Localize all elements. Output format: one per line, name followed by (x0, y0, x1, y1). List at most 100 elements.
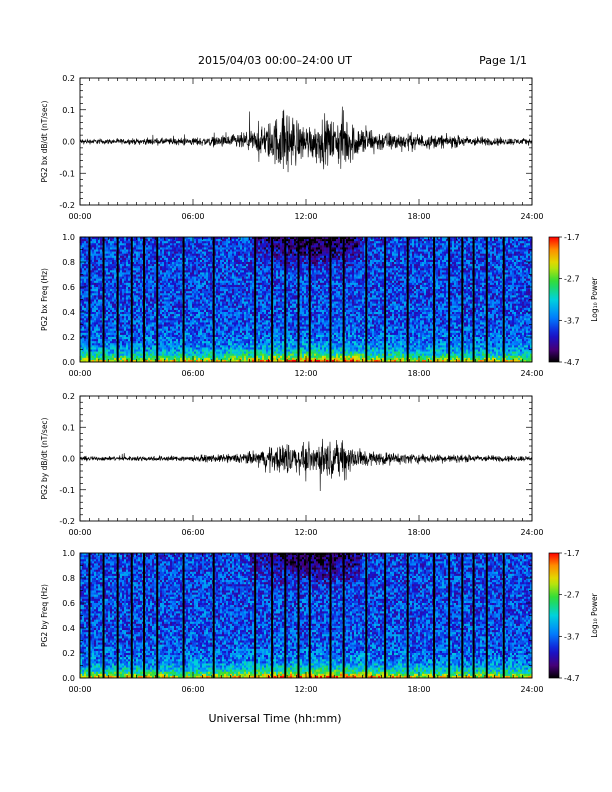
heatmap-cell (204, 251, 207, 254)
heatmap-cell (84, 237, 87, 240)
heatmap-cell (154, 320, 157, 323)
heatmap-cell (170, 249, 173, 252)
heatmap-cell (202, 291, 205, 294)
heatmap-cell (162, 278, 165, 282)
heatmap-cell (220, 276, 223, 279)
heatmap-cell (184, 262, 187, 265)
heatmap-cell (180, 330, 183, 334)
heatmap-cell (122, 297, 125, 300)
heatmap-cell (184, 318, 187, 321)
heatmap-cell (178, 328, 181, 332)
heatmap-cell (160, 284, 163, 288)
heatmap-cell (170, 262, 173, 265)
heatmap-cell (240, 299, 243, 302)
heatmap-cell (120, 309, 123, 313)
heatmap-cell (226, 297, 229, 300)
heatmap-cell (132, 316, 135, 319)
heatmap-cell (192, 293, 195, 296)
heatmap-cell (208, 289, 211, 292)
heatmap-cell (118, 251, 121, 254)
heatmap-cell (224, 345, 227, 348)
heatmap-cell (86, 272, 89, 275)
heatmap-cell (118, 301, 121, 304)
heatmap-cell (194, 334, 197, 338)
heatmap-cell (200, 314, 203, 317)
heatmap-cell (216, 251, 219, 254)
heatmap-cell (174, 328, 177, 332)
heatmap-cell (90, 259, 93, 263)
heatmap-cell (96, 324, 99, 327)
heatmap-cell (162, 334, 165, 338)
heatmap-cell (180, 341, 183, 344)
heatmap-cell (106, 341, 109, 344)
heatmap-cell (84, 293, 87, 296)
heatmap-cell (114, 330, 117, 334)
heatmap-cell (98, 259, 101, 263)
heatmap-cell (188, 318, 191, 321)
heatmap-cell (82, 357, 85, 361)
heatmap-cell (240, 280, 243, 284)
heatmap-cell (112, 259, 115, 263)
heatmap-cell (228, 255, 231, 259)
heatmap-cell (148, 257, 151, 261)
heatmap-cell (96, 312, 99, 315)
heatmap-cell (238, 270, 241, 273)
heatmap-cell (218, 268, 221, 271)
heatmap-cell (236, 324, 239, 327)
heatmap-cell (178, 316, 181, 319)
heatmap-cell (86, 345, 89, 348)
heatmap-cell (96, 289, 99, 292)
heatmap-cell (194, 332, 197, 336)
heatmap-cell (138, 266, 141, 269)
heatmap-cell (174, 349, 177, 352)
heatmap-cell (172, 330, 175, 334)
heatmap-cell (112, 334, 115, 338)
heatmap-cell (100, 247, 103, 250)
heatmap-cell (86, 357, 89, 361)
heatmap-cell (188, 339, 191, 342)
heatmap-cell (208, 278, 211, 282)
heatmap-cell (94, 351, 97, 354)
heatmap-cell (80, 272, 83, 275)
heatmap-cell (224, 312, 227, 315)
heatmap-cell (82, 345, 85, 348)
heatmap-cell (198, 351, 201, 354)
heatmap-cell (82, 247, 85, 250)
heatmap-cell (96, 293, 99, 296)
heatmap-cell (80, 303, 83, 307)
heatmap-cell (136, 289, 139, 292)
heatmap-cell (90, 262, 93, 265)
heatmap-cell (160, 276, 163, 279)
heatmap-cell (162, 291, 165, 294)
heatmap-cell (236, 301, 239, 304)
heatmap-cell (210, 351, 213, 354)
heatmap-cell (198, 299, 201, 302)
heatmap-cell (114, 343, 117, 346)
heatmap-cell (124, 341, 127, 344)
heatmap-cell (216, 280, 219, 284)
heatmap-cell (192, 341, 195, 344)
heatmap-cell (218, 259, 221, 263)
heatmap-cell (234, 293, 237, 296)
heatmap-cell (166, 328, 169, 332)
heatmap-cell (164, 320, 167, 323)
heatmap-cell (176, 272, 179, 275)
heatmap-cell (104, 349, 107, 352)
heatmap-cell (238, 326, 241, 329)
heatmap-cell (144, 270, 147, 273)
heatmap-cell (120, 316, 123, 319)
heatmap-cell (134, 351, 137, 354)
heatmap-cell (216, 339, 219, 342)
heatmap-cell (80, 243, 83, 246)
heatmap-cell (92, 299, 95, 302)
heatmap-cell (132, 278, 135, 282)
heatmap-cell (120, 245, 123, 248)
heatmap-cell (186, 237, 189, 240)
heatmap-cell (172, 274, 175, 277)
heatmap-cell (108, 255, 111, 259)
heatmap-cell (94, 259, 97, 263)
heatmap-cell (100, 291, 103, 294)
heatmap-cell (104, 322, 107, 325)
heatmap-cell (92, 284, 95, 288)
heatmap-cell (106, 282, 109, 286)
